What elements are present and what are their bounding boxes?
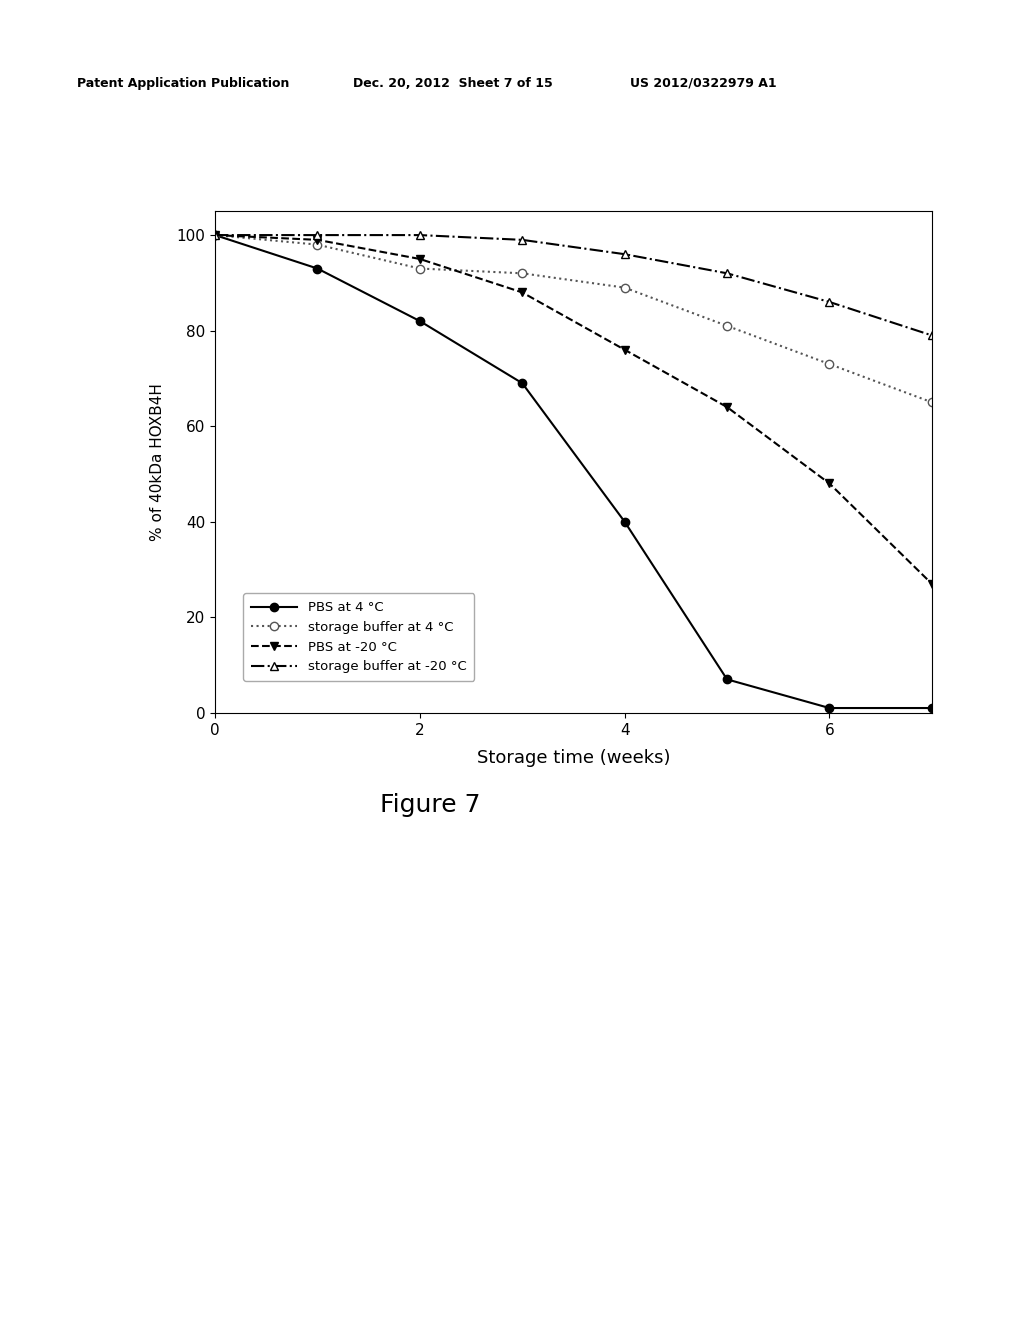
Text: US 2012/0322979 A1: US 2012/0322979 A1 — [630, 77, 776, 90]
Text: Patent Application Publication: Patent Application Publication — [77, 77, 289, 90]
Legend: PBS at 4 °C, storage buffer at 4 °C, PBS at -20 °C, storage buffer at -20 °C: PBS at 4 °C, storage buffer at 4 °C, PBS… — [243, 594, 474, 681]
Y-axis label: % of 40kDa HOXB4H: % of 40kDa HOXB4H — [151, 383, 165, 541]
Text: Dec. 20, 2012  Sheet 7 of 15: Dec. 20, 2012 Sheet 7 of 15 — [353, 77, 553, 90]
X-axis label: Storage time (weeks): Storage time (weeks) — [477, 748, 670, 767]
Text: Figure 7: Figure 7 — [380, 793, 480, 817]
